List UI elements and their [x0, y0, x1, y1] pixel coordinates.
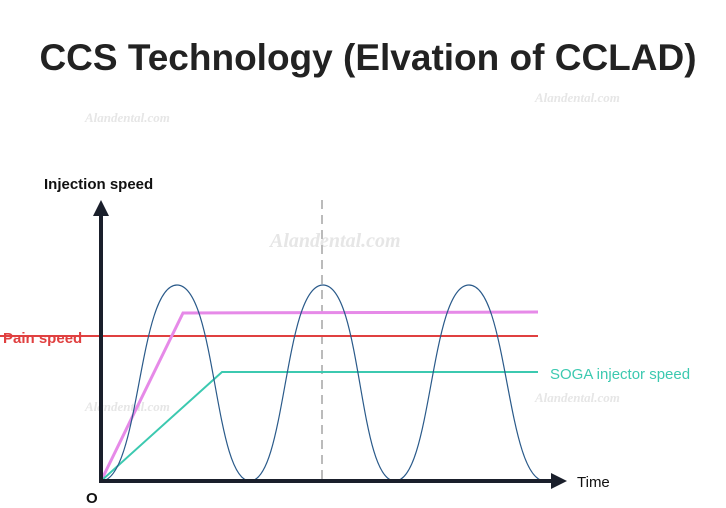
soga-label: SOGA injector speed [550, 366, 690, 383]
sine-wave [100, 284, 546, 482]
watermark: Alandental.com [534, 390, 620, 405]
pain-label: Pain speed [3, 330, 82, 347]
x-arrow [551, 473, 567, 489]
y-label: Injection speed [44, 176, 153, 193]
watermark: Alandental.com [268, 230, 401, 252]
watermark: Alandental.com [534, 90, 620, 105]
y-arrow [93, 200, 109, 216]
watermark: Alandental.com [84, 110, 170, 125]
origin-label: O [86, 490, 98, 507]
soga-line [100, 371, 538, 482]
ccs-line [99, 310, 539, 482]
x-label: Time [577, 474, 610, 491]
watermark: Alandental.com [84, 399, 170, 414]
title: CCS Technology (Elvation of CCLAD) [39, 37, 696, 78]
